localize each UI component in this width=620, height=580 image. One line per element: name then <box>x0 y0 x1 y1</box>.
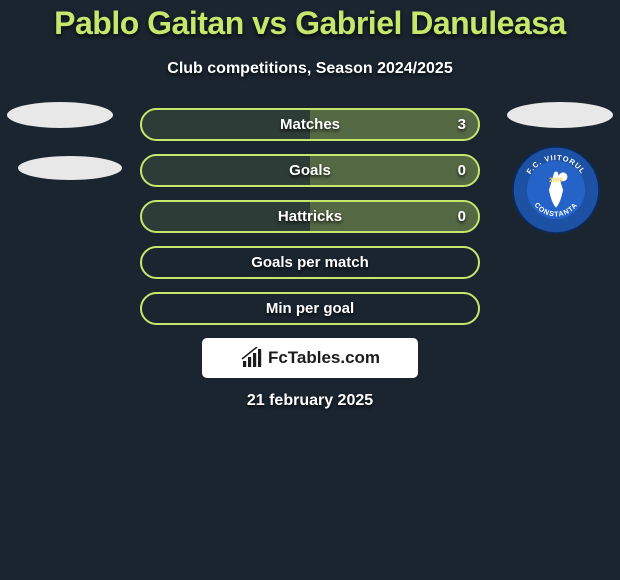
stat-label: Goals <box>289 162 331 179</box>
stat-value-right: 0 <box>458 162 466 179</box>
stats-area: 2009 F.C. VIITORUL CONSTANTA Matches 3 Goa… <box>0 108 620 410</box>
stat-value-right: 0 <box>458 208 466 225</box>
stat-label: Matches <box>280 116 340 133</box>
club-left-placeholder-icon <box>18 156 122 180</box>
club-year: 2009 <box>549 177 563 184</box>
player-right-placeholder-icon <box>507 102 613 128</box>
brand-text: FcTables.com <box>268 348 380 368</box>
stat-row: Hattricks 0 <box>140 200 480 233</box>
stat-label: Goals per match <box>251 254 369 271</box>
stat-value-right: 3 <box>458 116 466 133</box>
club-badge-icon: 2009 F.C. VIITORUL CONSTANTA <box>512 146 600 234</box>
brand-badge[interactable]: FcTables.com <box>202 338 418 378</box>
stat-row: Goals per match <box>140 246 480 279</box>
stat-fill-left <box>142 156 310 185</box>
date-text: 21 february 2025 <box>0 392 620 410</box>
stat-row: Min per goal <box>140 292 480 325</box>
player-left-placeholder-icon <box>7 102 113 128</box>
chart-icon <box>240 347 264 369</box>
stat-row: Goals 0 <box>140 154 480 187</box>
stat-label: Hattricks <box>278 208 342 225</box>
stat-label: Min per goal <box>266 300 354 317</box>
stat-fill-right <box>310 156 478 185</box>
subtitle: Club competitions, Season 2024/2025 <box>0 60 620 78</box>
page-title: Pablo Gaitan vs Gabriel Danuleasa <box>0 5 620 42</box>
stat-row: Matches 3 <box>140 108 480 141</box>
